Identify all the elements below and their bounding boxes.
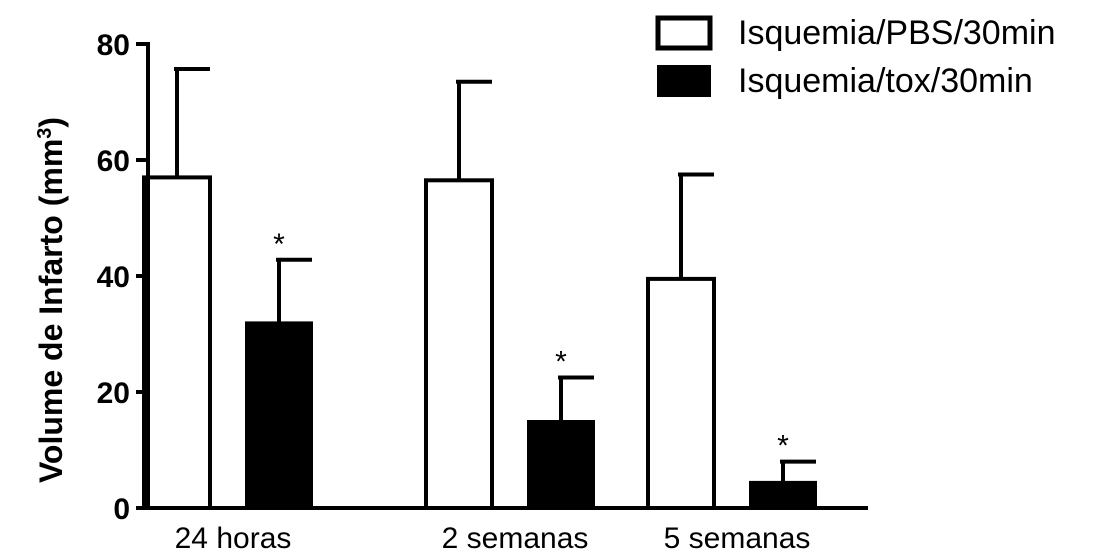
y-axis-label-superscript: 3 — [34, 128, 56, 139]
y-tick-label-0: 0 — [113, 493, 130, 526]
y-tick-label-4: 80 — [97, 29, 130, 62]
legend-label-0: Isquemia/PBS/30min — [738, 14, 1056, 52]
legend-label-1: Isquemia/tox/30min — [738, 62, 1033, 100]
bars-layer: * * * — [142, 66, 817, 511]
x-tick-label-0: 24 horas — [175, 522, 292, 555]
bar-pbs-0 — [142, 175, 212, 510]
legend-swatch-0 — [655, 15, 713, 51]
legend-swatch-1 — [657, 65, 711, 97]
x-tick-label-1: 2 semanas — [442, 522, 589, 555]
x-tick-label-2: 5 semanas — [664, 522, 811, 555]
significance-marker-0: * — [273, 228, 285, 261]
y-tick-label-1: 20 — [97, 377, 130, 410]
y-tick-label-3: 60 — [97, 145, 130, 178]
significance-marker-2: * — [777, 430, 789, 463]
y-axis-label: Volume de Infarto (mm3) — [33, 117, 69, 483]
bar-tox-1 — [527, 420, 595, 509]
bar-pbs-1 — [424, 178, 494, 511]
bar-pbs-2 — [646, 276, 716, 510]
y-axis-label-end: ) — [33, 117, 69, 128]
significance-marker-1: * — [555, 346, 567, 379]
y-tick-label-2: 40 — [97, 261, 130, 294]
bar-tox-2 — [749, 480, 817, 509]
legend: Isquemia/PBS/30min Isquemia/tox/30min — [655, 14, 1056, 100]
axes: 24 horas 2 semanas 5 semanas 0 20 40 60 80 — [97, 29, 868, 555]
bar-tox-0 — [245, 321, 313, 509]
y-axis-label-main: Volume de Infarto (mm — [33, 139, 69, 483]
